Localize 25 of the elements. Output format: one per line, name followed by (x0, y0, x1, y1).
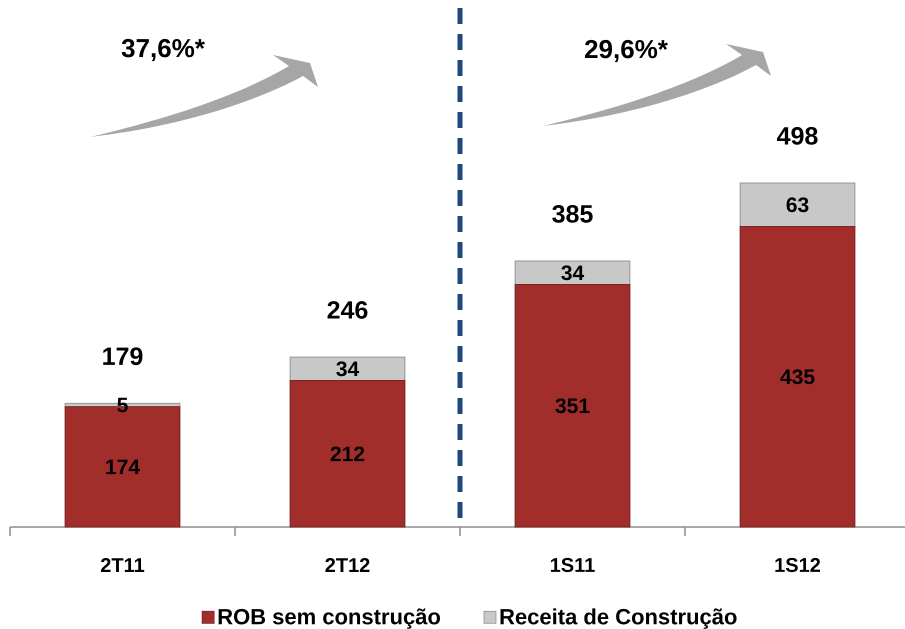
text: 37,6%* (122, 38, 205, 62)
bar (740, 182, 856, 228)
legend-label: Receita de Construção (500, 608, 737, 629)
total-label: 498 (777, 127, 818, 145)
data-label: 63 (786, 197, 808, 212)
total-label: 179 (103, 347, 142, 366)
bar (290, 356, 406, 382)
legend-label: ROB sem construção (218, 608, 440, 629)
data-label: 174 (106, 460, 140, 474)
text: 29,6%* (584, 40, 668, 62)
data-label: 212 (330, 446, 364, 462)
total-label: 385 (552, 205, 593, 223)
x-tick-label: 1S12 (775, 558, 820, 572)
bar (514, 284, 630, 528)
total-label: 246 (328, 301, 368, 319)
data-label: 435 (780, 369, 814, 384)
data-label: 34 (336, 361, 360, 376)
bar (290, 380, 406, 528)
x-tick-label: 2T11 (100, 558, 144, 572)
bar (514, 260, 630, 286)
bar (740, 226, 856, 528)
x-tick-label: 1S11 (550, 558, 595, 572)
data-label: 34 (561, 265, 584, 280)
x-tick-label: 2T12 (325, 558, 370, 572)
data-label: 351 (555, 398, 590, 414)
